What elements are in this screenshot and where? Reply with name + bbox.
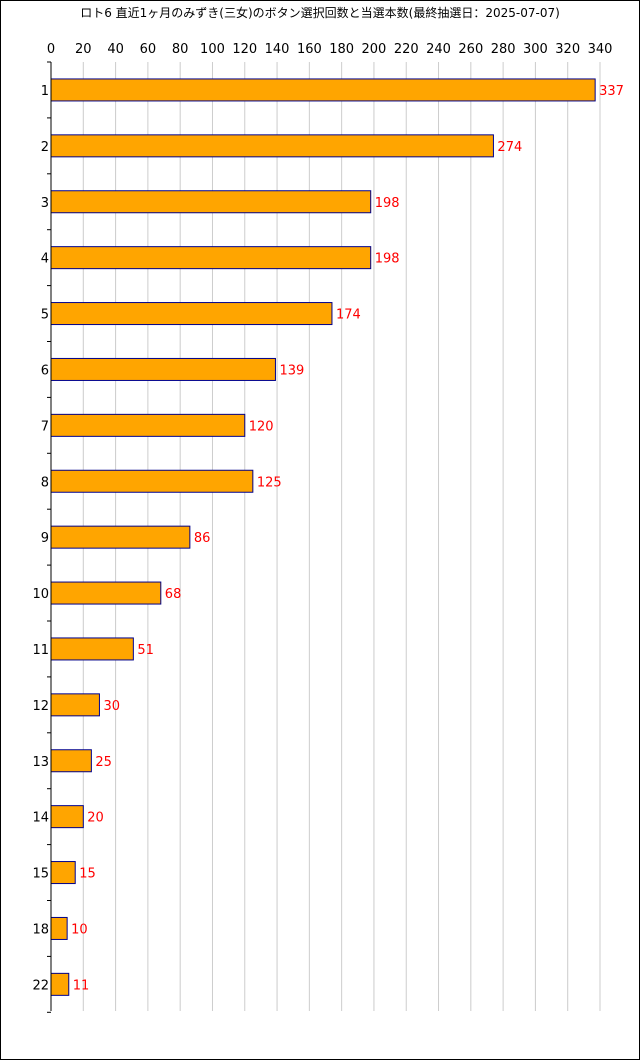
category-label: 14 [32,811,49,826]
category-label: 5 [41,308,49,323]
bar [50,581,162,605]
value-label: 30 [103,699,120,714]
value-label: 125 [257,475,282,490]
x-tick-label: 100 [200,42,225,57]
category-label: 22 [32,978,49,993]
value-label: 86 [194,531,211,546]
bar [50,302,333,326]
x-tick-label: 260 [458,42,483,57]
category-label: 8 [41,475,49,490]
x-tick-label: 220 [394,42,419,57]
value-label: 20 [87,811,104,826]
category-label: 1 [41,84,49,99]
chart-title: ロト6 直近1ヶ月のみずき(三女)のボタン選択回数と当選本数(最終抽選日：202… [80,5,560,20]
value-label: 15 [79,867,96,882]
x-tick-label: 60 [140,42,157,57]
bar [50,749,92,773]
category-label: 10 [32,587,49,602]
category-label: 13 [32,755,49,770]
x-tick-label: 280 [491,42,516,57]
value-label: 51 [137,643,154,658]
category-label: 6 [41,363,49,378]
category-label: 15 [32,867,49,882]
value-label: 337 [599,84,624,99]
value-labels: 337 274 198 198 174 139 120 125 86 68 51 30 25 20 15 10… [71,84,624,993]
category-label: 12 [32,699,49,714]
bars [50,78,596,996]
value-label: 274 [497,140,522,155]
x-tick-label: 140 [265,42,290,57]
value-label: 198 [375,252,400,267]
value-label: 198 [375,196,400,211]
bar [50,805,84,829]
x-axis-ticks: 0 20 40 60 80 100 120 140 160 180 200 220 240 260 280 3… [47,42,613,57]
bar [50,693,100,717]
bar [50,972,70,996]
x-tick-label: 160 [297,42,322,57]
x-tick-label: 240 [426,42,451,57]
value-label: 139 [279,363,304,378]
bar [50,469,254,493]
bar [50,78,596,102]
category-label: 3 [41,196,49,211]
category-label: 2 [41,140,49,155]
bar [50,246,372,270]
bar [50,525,191,549]
value-label: 120 [249,419,274,434]
grid-lines [82,62,601,1011]
x-tick-label: 40 [107,42,124,57]
value-label: 10 [71,922,88,937]
bar [50,916,68,940]
value-label: 11 [73,978,90,993]
value-label: 25 [95,755,112,770]
bar [50,357,276,381]
bar [50,134,494,158]
x-tick-label: 20 [75,42,92,57]
x-tick-label: 340 [588,42,613,57]
value-label: 174 [336,308,361,323]
x-tick-label: 300 [523,42,548,57]
x-tick-label: 320 [555,42,580,57]
x-tick-label: 120 [232,42,257,57]
x-tick-label: 0 [47,42,55,57]
category-label: 11 [32,643,49,658]
bar [50,413,246,437]
bar [50,190,372,214]
x-tick-label: 80 [172,42,189,57]
category-label: 18 [32,922,49,937]
x-tick-label: 200 [362,42,387,57]
value-label: 68 [165,587,182,602]
category-label: 7 [41,419,49,434]
category-label: 9 [41,531,49,546]
category-label: 4 [41,252,49,267]
x-tick-label: 180 [329,42,354,57]
bar [50,637,134,661]
bar [50,861,76,885]
